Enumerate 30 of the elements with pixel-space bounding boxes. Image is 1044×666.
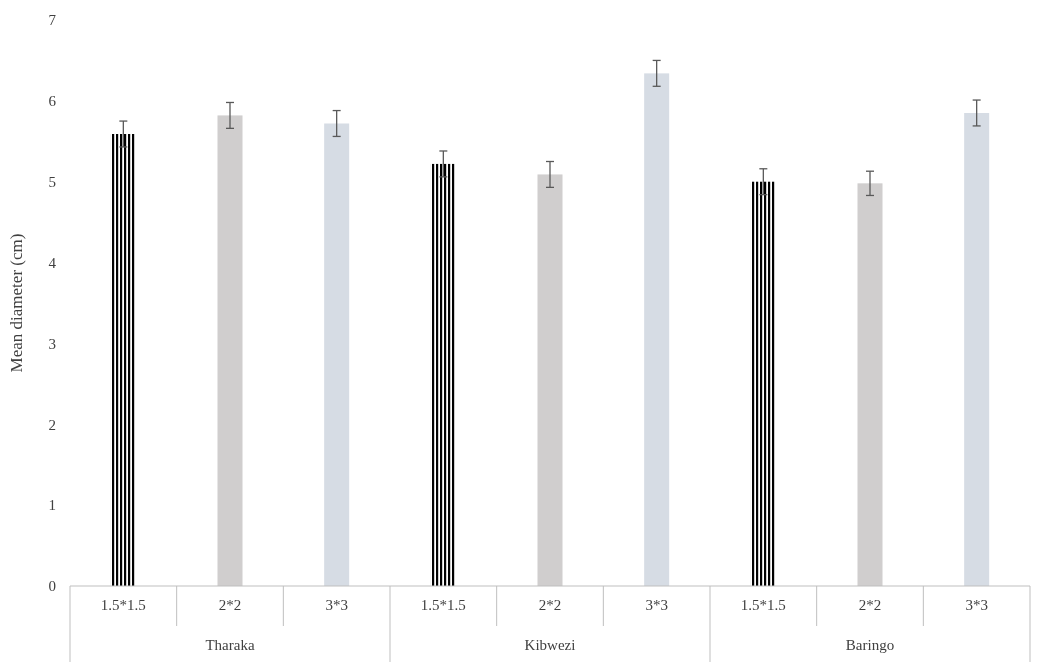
bar xyxy=(537,174,563,586)
x-tick-label: Kibwezi xyxy=(524,637,576,653)
y-axis-title: Mean diameter (cm) xyxy=(7,233,26,373)
y-tick-label: 3 xyxy=(48,335,56,352)
bar xyxy=(324,123,350,586)
series-label: 2*2 xyxy=(218,597,242,613)
bar xyxy=(750,181,776,586)
y-tick-label: 6 xyxy=(48,93,57,110)
bar xyxy=(110,134,136,586)
text: 3*3 xyxy=(965,597,988,613)
y-tick-label: 2 xyxy=(48,416,56,433)
bar xyxy=(430,163,456,586)
x-tick-label: Baringo xyxy=(845,637,895,653)
x-tick-label: Tharaka xyxy=(205,637,255,653)
text: 1.5*1.5 xyxy=(420,597,466,613)
bar xyxy=(857,183,883,586)
series-label: 3*3 xyxy=(325,597,348,613)
text: 3*3 xyxy=(645,597,668,613)
y-tick-label: 0 xyxy=(48,578,56,595)
bar xyxy=(644,73,670,586)
y-tick-label: 1 xyxy=(48,497,56,514)
y-tick-label: 5 xyxy=(48,173,56,190)
y-tick-label: 7 xyxy=(48,12,57,29)
bar xyxy=(964,112,990,586)
y-tick-label: 4 xyxy=(48,254,57,271)
text: 2*2 xyxy=(538,597,562,613)
bar xyxy=(217,115,243,586)
text: 1.5*1.5 xyxy=(740,597,786,613)
series-label: 1.5*1.5 xyxy=(100,597,146,613)
text: 2*2 xyxy=(858,597,882,613)
